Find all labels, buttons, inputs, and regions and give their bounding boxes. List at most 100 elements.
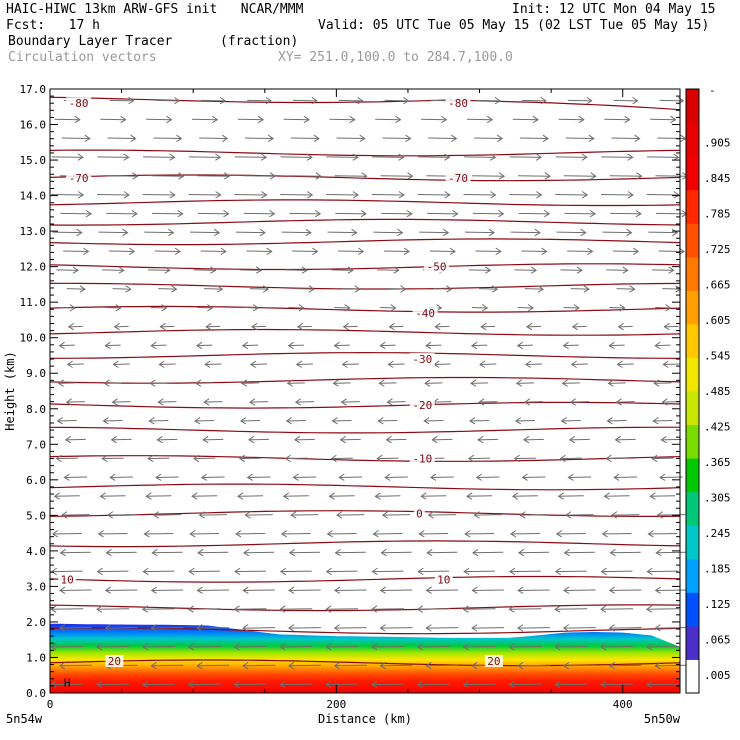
wind-vector [609, 304, 626, 312]
wind-vector [341, 360, 359, 368]
wind-vector [560, 417, 581, 425]
colorbar-swatch [686, 223, 699, 258]
wind-vector [656, 511, 686, 519]
wind-vector [109, 96, 135, 105]
wind-vector [105, 548, 137, 557]
y-tick-label: 8.0 [26, 403, 46, 416]
contour-label: -80 [448, 97, 468, 110]
wind-vector [59, 548, 91, 557]
wind-vector [370, 605, 404, 613]
wind-vector [288, 548, 320, 557]
wind-vector [190, 228, 221, 237]
wind-vector [96, 567, 129, 576]
wind-vector [608, 661, 642, 670]
wind-vector [198, 511, 227, 519]
colorbar-swatch [686, 525, 699, 560]
wind-vector [58, 624, 92, 632]
wind-vector [648, 228, 679, 237]
wind-vector [567, 96, 593, 105]
wind-vector [159, 322, 175, 331]
wind-vector [327, 228, 358, 237]
wind-vector [477, 435, 499, 444]
wind-vector [655, 548, 687, 557]
wind-vector [294, 398, 314, 406]
wind-vector [63, 247, 90, 255]
wind-vector [468, 266, 492, 274]
wind-vector [104, 586, 138, 594]
temperature-contour [49, 282, 681, 290]
wind-vector [556, 228, 587, 237]
wind-vector [145, 492, 172, 500]
colorbar-swatch [686, 357, 699, 392]
wind-vector [470, 379, 489, 387]
wind-vector [466, 492, 493, 500]
contour-label: -50 [427, 261, 447, 274]
y-tick-label: 11.0 [20, 296, 47, 309]
wind-vector [281, 228, 312, 237]
wind-vector [418, 530, 449, 538]
wind-vector [204, 360, 222, 368]
wind-vector [515, 379, 534, 387]
y-tick-label: 13.0 [20, 225, 47, 238]
high-marker: H [64, 676, 71, 689]
wind-vector [429, 247, 456, 255]
wind-vector [334, 586, 367, 594]
wind-vector [517, 661, 550, 670]
wind-vector [476, 96, 501, 105]
wind-vector [462, 680, 496, 689]
wind-vector [292, 247, 319, 255]
wind-vector [615, 398, 635, 406]
wind-vector [51, 530, 82, 538]
wind-vector [646, 191, 680, 199]
wind-vector [290, 511, 319, 519]
wind-vector [193, 454, 216, 463]
wind-vector [571, 322, 587, 331]
wind-vector [196, 304, 214, 312]
contour-label: -70 [448, 172, 468, 185]
wind-vector [152, 511, 182, 519]
wind-vector [600, 191, 634, 199]
contour-label: -80 [69, 97, 89, 110]
wind-vector [280, 153, 313, 161]
wind-vector [472, 209, 505, 218]
y-tick-label: 9.0 [26, 367, 46, 380]
wind-vector [242, 304, 260, 312]
wind-vector [280, 191, 314, 199]
wind-vector [279, 680, 313, 689]
wind-vector [509, 153, 542, 161]
wind-vector [56, 417, 77, 425]
wind-vector [284, 454, 307, 463]
wind-vector [336, 134, 366, 142]
wind-vector [107, 134, 137, 142]
temperature-contour [49, 376, 681, 384]
wind-vector [562, 624, 596, 632]
wind-vector [97, 153, 130, 161]
wind-vector [326, 153, 359, 161]
wind-vector [517, 624, 550, 632]
wind-vector [188, 567, 221, 576]
y-tick-label: 16.0 [20, 119, 47, 132]
wind-vector [283, 115, 310, 124]
wind-vector [425, 624, 459, 632]
wind-vector [659, 473, 683, 481]
wind-vector [50, 680, 84, 689]
y-tick-label: 15.0 [20, 154, 47, 167]
header-line1-left: HAIC-HIWC 13km ARW-GFS init NCAR/MMM [6, 2, 304, 17]
wind-vector [514, 266, 538, 274]
colorbar-label: .065 [704, 634, 731, 647]
wind-vector [61, 134, 91, 142]
wind-vector [158, 285, 178, 293]
wind-vector [508, 680, 542, 689]
wind-vector [426, 548, 458, 557]
colorbar-label: .005 [704, 669, 731, 682]
wind-vector [191, 115, 219, 124]
wind-vector [248, 435, 270, 444]
wind-vector [654, 624, 688, 632]
colorbar-label: .845 [704, 172, 731, 185]
y-tick-label: 6.0 [26, 474, 46, 487]
wind-vector [609, 172, 643, 180]
wind-vector [518, 209, 551, 218]
tracer-fill [50, 623, 680, 693]
wind-vector [430, 473, 454, 481]
colorbar-label: .305 [704, 492, 731, 505]
